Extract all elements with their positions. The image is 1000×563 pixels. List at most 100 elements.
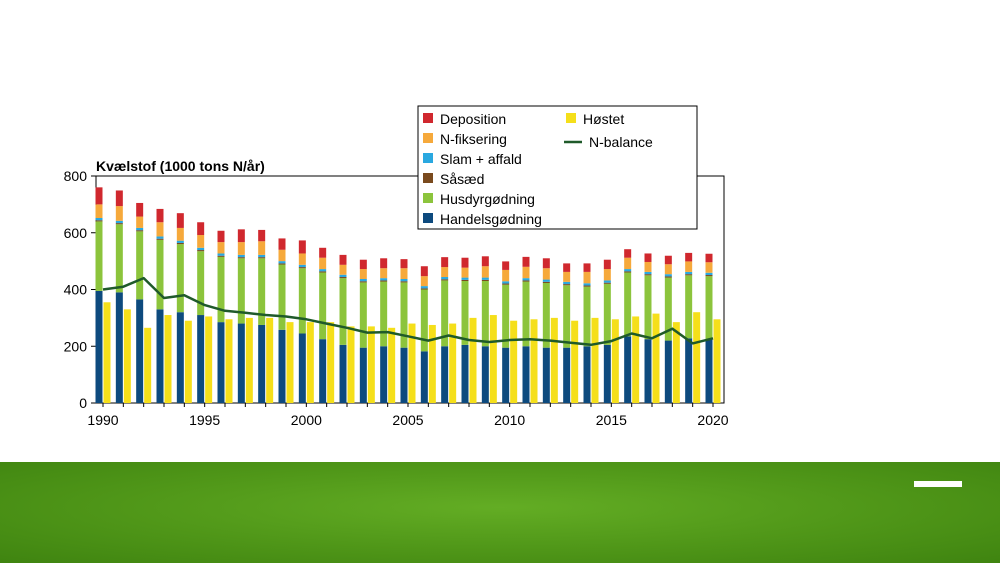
legend-label-handelsgødning: Handelsgødning xyxy=(440,211,542,227)
y-axis: 0 200 400 600 800 xyxy=(64,168,96,411)
bar-handelsgødning-2008 xyxy=(461,344,469,403)
bar-husdyrgødning-2001 xyxy=(319,272,327,340)
legend-label-husdyrgødning: Husdyrgødning xyxy=(440,191,535,207)
bar-såsæd-1990 xyxy=(95,220,103,222)
bar-slam-affald-2006 xyxy=(420,286,428,289)
bar-deposition-1990 xyxy=(95,187,103,205)
bar-slam-affald-2017 xyxy=(644,271,652,275)
bar-hostet-1995 xyxy=(205,316,213,403)
bar-husdyrgødning-2002 xyxy=(339,278,347,345)
bar-husdyrgødning-2012 xyxy=(542,282,550,348)
bar-deposition-1998 xyxy=(258,229,266,242)
bar-hostet-2000 xyxy=(306,322,314,403)
bar-handelsgødning-2006 xyxy=(420,351,428,403)
bar-deposition-2006 xyxy=(420,266,428,277)
bar-n-fiksering-2000 xyxy=(298,253,306,265)
legend-swatch-husdyrgødning xyxy=(423,193,433,203)
bar-handelsgødning-2009 xyxy=(481,346,489,403)
bar-deposition-1997 xyxy=(237,229,245,243)
bar-husdyrgødning-2007 xyxy=(441,280,449,347)
bar-slam-affald-1996 xyxy=(217,253,225,256)
bar-n-fiksering-1997 xyxy=(237,242,245,255)
bar-n-fiksering-2006 xyxy=(420,276,428,287)
footer-band xyxy=(0,462,1000,563)
bar-slam-affald-2007 xyxy=(441,277,449,280)
chart-title: Kvælstof (1000 tons N/år) xyxy=(96,158,265,174)
bar-såsæd-1996 xyxy=(217,255,225,257)
bar-handelsgødning-2003 xyxy=(359,347,367,403)
bar-hostet-2011 xyxy=(530,319,538,403)
bar-hostet-1997 xyxy=(245,317,253,403)
bar-hostet-1998 xyxy=(266,317,274,403)
bar-husdyrgødning-2010 xyxy=(502,284,510,348)
bar-såsæd-1997 xyxy=(237,257,245,259)
bar-deposition-2012 xyxy=(542,258,550,269)
bar-n-fiksering-1993 xyxy=(156,222,164,237)
legend-box xyxy=(417,105,698,230)
x-tick-label: 2020 xyxy=(697,412,728,428)
bar-husdyrgødning-2013 xyxy=(563,285,571,348)
bar-såsæd-1992 xyxy=(136,230,144,232)
bar-n-fiksering-1996 xyxy=(217,242,225,254)
bar-slam-affald-1991 xyxy=(115,220,123,224)
bar-husdyrgødning-2019 xyxy=(685,275,693,339)
bar-deposition-2004 xyxy=(380,258,388,269)
bar-husdyrgødning-2004 xyxy=(380,281,388,347)
bar-n-fiksering-1994 xyxy=(176,227,184,241)
n-balance-line xyxy=(102,276,714,347)
bar-deposition-1991 xyxy=(115,190,123,207)
bar-handelsgødning-2015 xyxy=(603,344,611,403)
bar-såsæd-2009 xyxy=(481,279,489,281)
bar-deposition-2011 xyxy=(522,256,530,267)
bar-n-fiksering-2004 xyxy=(380,268,388,279)
bar-husdyrgødning-1992 xyxy=(136,231,144,300)
bar-handelsgødning-2005 xyxy=(400,347,408,403)
bar-slam-affald-1994 xyxy=(176,240,184,243)
bar-handelsgødning-2013 xyxy=(563,347,571,403)
bar-hostet-1994 xyxy=(184,320,192,403)
bar-n-fiksering-2011 xyxy=(522,266,530,279)
bar-deposition-2010 xyxy=(502,261,510,270)
bar-hostet-1992 xyxy=(144,327,152,403)
legend-label-deposition: Deposition xyxy=(440,111,506,127)
x-tick-label: 1990 xyxy=(87,412,118,428)
bar-handelsgødning-1991 xyxy=(115,292,123,403)
bar-hostet-2003 xyxy=(367,326,375,403)
bar-såsæd-2020 xyxy=(705,275,713,277)
bar-slam-affald-2013 xyxy=(563,281,571,285)
bar-husdyrgødning-1990 xyxy=(95,221,103,291)
bar-handelsgødning-2001 xyxy=(319,339,327,403)
x-tick-label: 2000 xyxy=(291,412,322,428)
bar-deposition-1992 xyxy=(136,202,144,217)
bar-handelsgødning-2012 xyxy=(542,347,550,403)
bar-hostet-2007 xyxy=(449,323,457,403)
legend-label-såsæd: Såsæd xyxy=(440,171,484,187)
bar-deposition-1995 xyxy=(197,222,205,236)
bar-handelsgødning-2016 xyxy=(624,336,632,403)
bars xyxy=(95,187,721,403)
bar-hostet-2017 xyxy=(652,313,660,403)
bar-handelsgødning-2017 xyxy=(644,339,652,403)
bar-slam-affald-1999 xyxy=(278,261,286,264)
bar-n-fiksering-2015 xyxy=(603,269,611,281)
bar-slam-affald-2019 xyxy=(685,271,693,275)
bar-deposition-2018 xyxy=(664,255,672,265)
bar-deposition-2019 xyxy=(685,252,693,262)
bar-deposition-2003 xyxy=(359,259,367,270)
legend: Deposition N-fiksering Slam + affald Såsæd H… xyxy=(417,105,698,230)
bar-husdyrgødning-2015 xyxy=(603,283,611,345)
bar-deposition-1993 xyxy=(156,208,164,223)
bar-n-fiksering-1995 xyxy=(197,235,205,248)
bar-n-fiksering-1991 xyxy=(115,206,123,221)
bar-slam-affald-2014 xyxy=(583,283,591,286)
bar-deposition-2007 xyxy=(441,257,449,268)
bar-handelsgødning-1995 xyxy=(197,315,205,403)
bar-handelsgødning-1992 xyxy=(136,299,144,403)
bar-deposition-2013 xyxy=(563,263,571,272)
bar-hostet-2009 xyxy=(489,315,497,403)
bar-husdyrgødning-2003 xyxy=(359,282,367,348)
bar-handelsgødning-1993 xyxy=(156,309,164,403)
legend-swatch-deposition xyxy=(423,113,433,123)
bar-slam-affald-2001 xyxy=(319,269,327,272)
